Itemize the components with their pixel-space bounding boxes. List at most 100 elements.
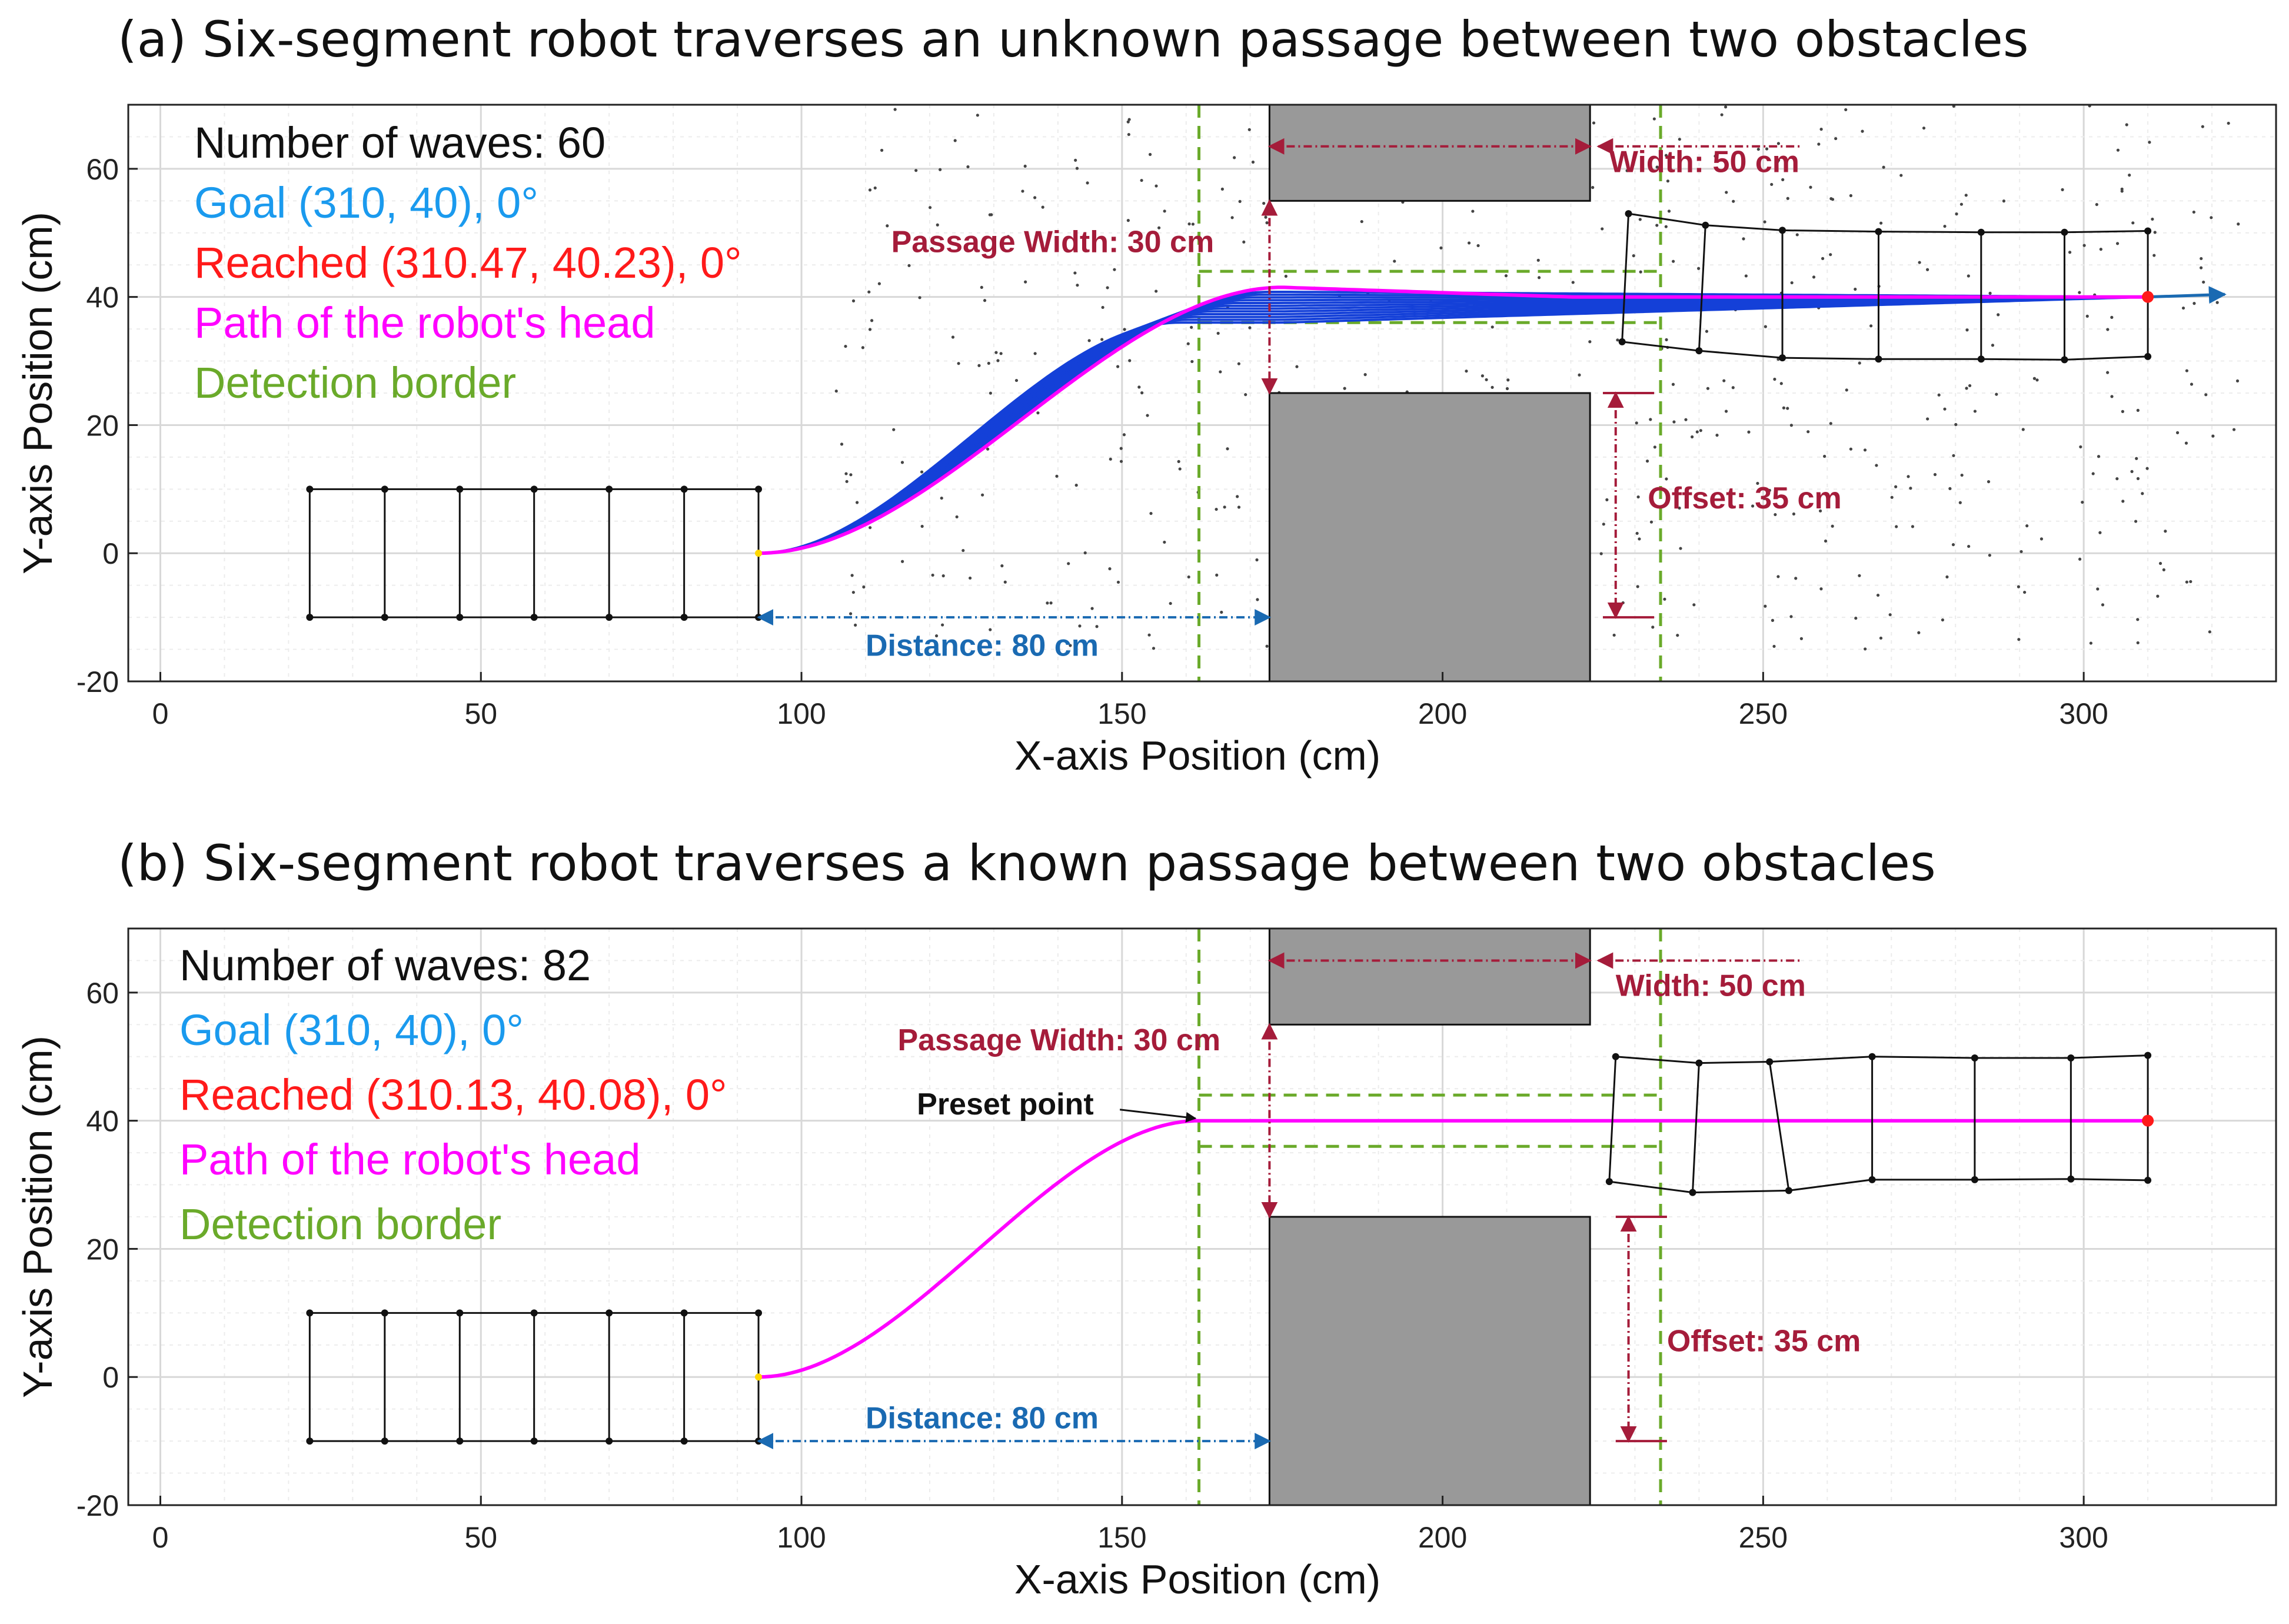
noise-dot: [2185, 580, 2188, 584]
noise-dot: [840, 442, 844, 446]
noise-dot: [1724, 105, 1728, 109]
noise-dot: [900, 461, 904, 464]
axes-frame: [127, 104, 2277, 683]
noise-dot: [1756, 148, 1760, 151]
robot-joint: [456, 485, 464, 493]
noise-dot: [2110, 315, 2114, 319]
noise-dot: [1000, 564, 1004, 568]
noise-dot: [1731, 386, 1735, 390]
noise-dot: [1652, 117, 1656, 121]
noise-dot: [988, 213, 992, 217]
robot-joint: [456, 1309, 464, 1317]
robot-joint: [605, 1309, 613, 1317]
noise-dot: [914, 169, 918, 172]
start-point: [755, 1373, 763, 1381]
noise-dot: [1854, 287, 1857, 291]
noise-dot: [1157, 226, 1161, 229]
noise-dot: [2211, 434, 2215, 438]
noise-dot: [2121, 500, 2125, 503]
noise-dot: [2121, 410, 2124, 413]
noise-dot: [1772, 644, 1776, 648]
x-tick-label: 150: [1097, 697, 1146, 730]
noise-dot: [1237, 505, 1241, 509]
noise-dot: [1127, 132, 1130, 137]
noise-dot: [2128, 174, 2131, 177]
noise-dot: [1671, 382, 1675, 386]
noise-dot: [1485, 378, 1488, 381]
noise-dot: [1692, 603, 1696, 607]
noise-dot: [1106, 286, 1109, 289]
noise-dot: [1264, 215, 1267, 219]
noise-dot: [1756, 481, 1759, 485]
noise-dot: [1779, 382, 1783, 385]
noise-dot: [920, 470, 924, 474]
noise-dot: [1284, 274, 1287, 278]
noise-dot: [855, 501, 859, 504]
noise-dot: [844, 472, 848, 475]
robot-joint: [1977, 228, 1985, 236]
noise-dot: [1765, 147, 1769, 151]
noise-dot: [870, 319, 874, 322]
noise-dot: [1831, 198, 1835, 201]
noise-dot: [850, 574, 854, 577]
panel-b-title: (b) Six-segment robot traverses a known …: [118, 834, 1936, 892]
noise-dot: [1220, 610, 1223, 614]
noise-dot: [1036, 411, 1040, 415]
noise-dot: [1140, 391, 1144, 395]
noise-dot: [867, 290, 871, 294]
noise-dot: [976, 114, 979, 117]
noise-dot: [1255, 558, 1259, 562]
robot-joint: [1779, 227, 1786, 234]
noise-dot: [1875, 464, 1878, 467]
noise-dot: [1187, 575, 1190, 579]
noise-dot: [1911, 525, 1915, 528]
noise-dot: [2162, 568, 2165, 571]
noise-dot: [2130, 470, 2134, 473]
noise-dot: [1987, 480, 1991, 484]
noise-dot: [1684, 418, 1688, 421]
noise-dot: [1101, 305, 1104, 310]
noise-dot: [1869, 324, 1873, 328]
robot-joint: [1766, 1058, 1774, 1066]
noise-dot: [1751, 504, 1755, 508]
noise-dot: [1256, 598, 1259, 601]
noise-dot: [989, 391, 992, 395]
noise-dot: [844, 344, 847, 348]
noise-dot: [1823, 454, 1826, 458]
noise-dot: [1087, 339, 1091, 342]
noise-dot: [1360, 219, 1363, 224]
noise-dot: [1137, 385, 1141, 389]
noise-dot: [1033, 352, 1037, 355]
noise-dot: [1095, 625, 1099, 628]
noise-dot: [1845, 388, 1848, 392]
legend: Number of waves: 60 Goal (310, 40), 0° Rea…: [194, 118, 742, 407]
noise-dot: [1146, 414, 1149, 417]
noise-dot: [953, 139, 957, 142]
start-robot: [306, 485, 763, 621]
noise-dot: [1819, 128, 1823, 131]
noise-dot: [1789, 424, 1793, 427]
noise-dot: [1665, 338, 1668, 341]
legend: Number of waves: 82 Goal (310, 40), 0° Rea…: [179, 941, 727, 1249]
noise-dot: [930, 247, 934, 251]
noise-dot: [1725, 191, 1728, 194]
noise-dot: [1190, 325, 1193, 329]
robot-joint: [2067, 1054, 2075, 1061]
noise-dot: [2145, 467, 2149, 470]
noise-dot: [1890, 495, 1894, 499]
noise-dot: [1186, 342, 1190, 345]
noise-dot: [1638, 537, 1641, 541]
noise-dot: [907, 264, 911, 267]
noise-dot: [851, 299, 856, 302]
plot-content: [306, 105, 2240, 681]
noise-dot: [1829, 253, 1832, 257]
noise-dot: [1786, 197, 1789, 200]
noise-dot: [892, 428, 896, 431]
noise-dot: [1667, 209, 1671, 213]
head-path: [758, 285, 2144, 555]
head-path: [758, 1119, 2144, 1379]
robot-joint: [2067, 1175, 2075, 1183]
axes-frame: [127, 927, 2277, 1506]
robot-joint: [1695, 1059, 1703, 1067]
